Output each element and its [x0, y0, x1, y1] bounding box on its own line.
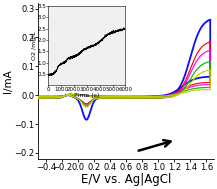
Y-axis label: I/mA: I/mA [3, 69, 13, 93]
X-axis label: E/V vs. Ag|AgCl: E/V vs. Ag|AgCl [81, 173, 171, 186]
